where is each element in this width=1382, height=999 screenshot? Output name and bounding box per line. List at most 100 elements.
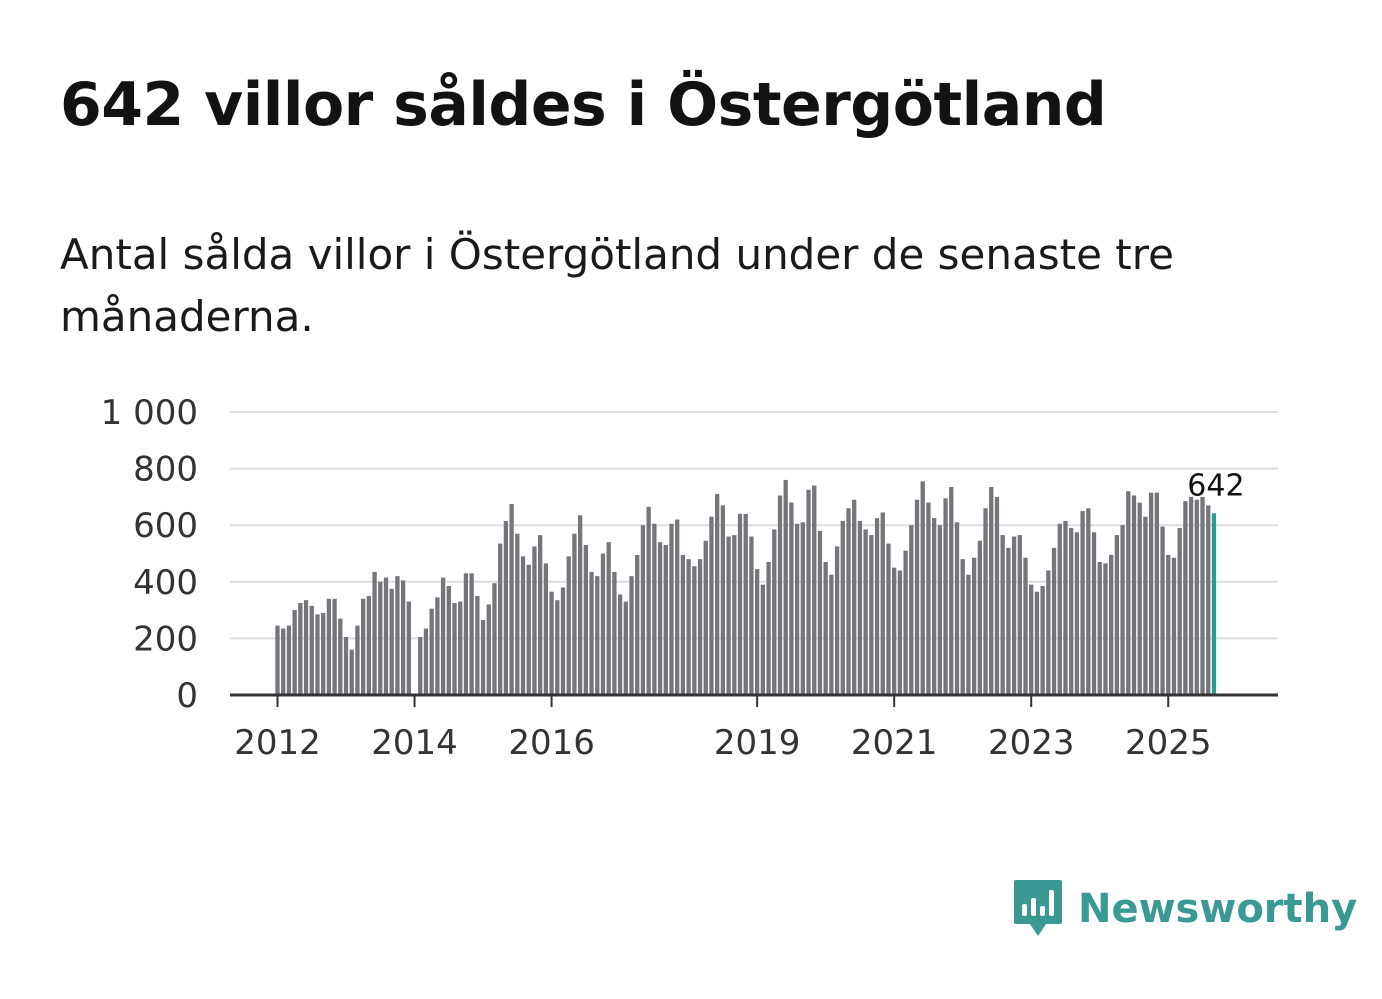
bar (777, 495, 783, 695)
bar (869, 535, 874, 695)
bar (817, 530, 823, 695)
bar (680, 554, 686, 695)
bar (469, 573, 474, 695)
bar (475, 595, 480, 695)
bar (366, 595, 372, 695)
bar (720, 505, 726, 695)
bar (989, 486, 994, 695)
bar (543, 563, 549, 695)
bar (446, 586, 451, 695)
bar (435, 597, 440, 695)
bar (754, 569, 760, 695)
bar (994, 496, 1000, 695)
bar (926, 502, 931, 695)
bar (920, 481, 925, 695)
x-tick-label: 2021 (851, 723, 938, 763)
bar (1154, 492, 1159, 695)
bar (892, 567, 897, 695)
bar (1171, 557, 1177, 695)
bar (1091, 532, 1097, 695)
bar (1097, 561, 1102, 695)
bar (726, 536, 731, 695)
bar (440, 577, 446, 695)
bar (549, 591, 554, 695)
bar (937, 525, 943, 695)
bar (669, 523, 674, 695)
bar (418, 636, 423, 695)
bar (834, 546, 840, 695)
bar (1046, 570, 1051, 695)
bar (1177, 528, 1182, 695)
x-tick-label: 2025 (1125, 723, 1212, 763)
axes (230, 693, 1278, 707)
bar (1000, 535, 1005, 695)
bar (846, 508, 851, 695)
bar (309, 605, 314, 695)
newsworthy-logo: Newsworthy (1012, 878, 1357, 940)
bar (977, 540, 982, 695)
bar (909, 525, 914, 695)
bar (657, 542, 663, 695)
bar (1040, 586, 1045, 695)
bar (800, 522, 805, 695)
bar (406, 601, 411, 695)
bar (463, 573, 469, 695)
bar (640, 525, 646, 695)
bar (515, 533, 520, 695)
bar (1183, 501, 1188, 695)
y-tick-label: 800 (133, 450, 198, 490)
y-tick-label: 400 (133, 563, 198, 603)
x-tick-label: 2014 (371, 723, 458, 763)
bar (880, 512, 885, 695)
bar (697, 559, 703, 695)
bar (1200, 496, 1205, 695)
bar (1143, 516, 1148, 695)
bar (623, 601, 628, 695)
bar (1206, 505, 1211, 695)
highlight-bar (1211, 513, 1217, 695)
bar (321, 612, 326, 695)
labels: 0 200 400 600 800 1 000 2012 2014 2016 2019 2021 20… (101, 393, 1245, 763)
bar (874, 518, 880, 695)
bar (606, 542, 611, 695)
bars (275, 479, 1217, 695)
bar (772, 529, 777, 695)
bar (1017, 535, 1022, 695)
bar (932, 518, 937, 695)
bar (794, 523, 800, 695)
bar (1034, 591, 1040, 695)
bar (1023, 557, 1028, 695)
bar (829, 574, 834, 695)
bar (560, 587, 566, 695)
bar (1086, 508, 1091, 695)
bar (281, 628, 286, 695)
x-tick-label: 2023 (988, 723, 1075, 763)
bar (943, 498, 948, 695)
bar (298, 603, 303, 695)
bar (400, 580, 406, 695)
bar (1057, 523, 1062, 695)
bar (789, 502, 794, 695)
bar (395, 576, 400, 695)
bar (646, 506, 651, 695)
bar (732, 535, 737, 695)
bar (1051, 547, 1057, 695)
bar (555, 600, 560, 695)
newsworthy-logo-icon (1014, 880, 1062, 936)
bar (303, 600, 309, 695)
bar (1109, 554, 1114, 695)
bar (617, 594, 623, 695)
bar (1166, 554, 1171, 695)
bar (458, 601, 463, 695)
bar (492, 583, 497, 695)
x-tick-label: 2016 (508, 723, 595, 763)
bar (1131, 495, 1137, 695)
bar (572, 533, 577, 695)
bar (378, 581, 383, 695)
bar (1063, 520, 1068, 695)
highlight-value-label: 642 (1187, 468, 1244, 503)
bar (812, 485, 817, 695)
bar (383, 577, 389, 695)
bar (686, 559, 691, 695)
